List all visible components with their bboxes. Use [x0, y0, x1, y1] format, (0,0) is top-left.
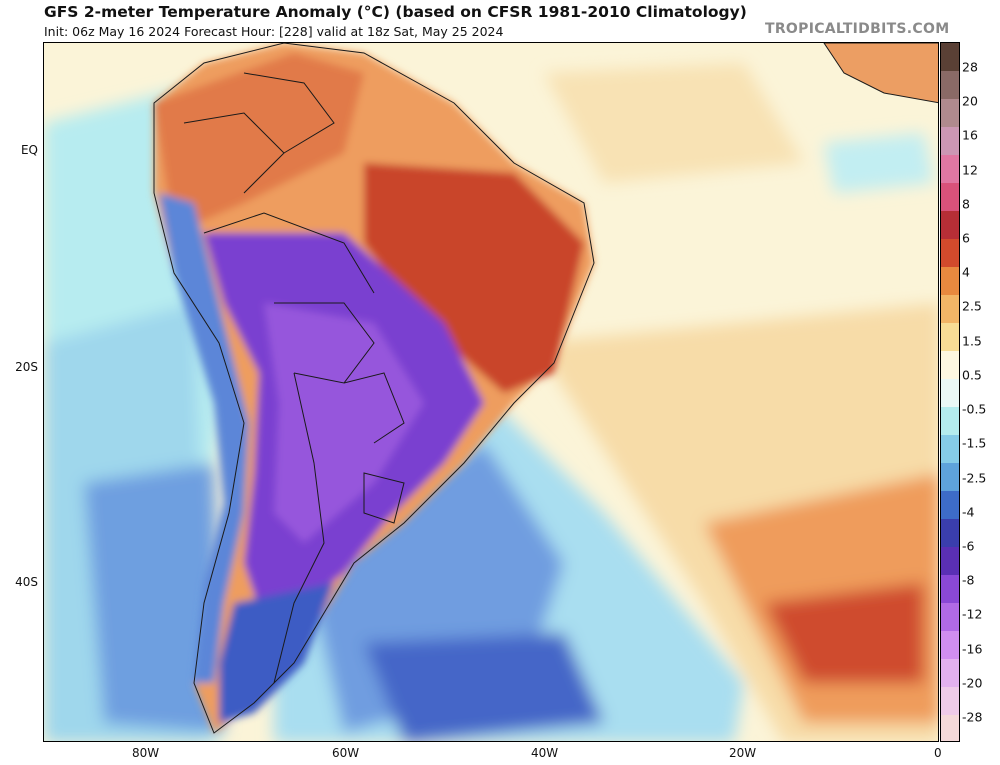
colorbar-tick-label: -1.5	[962, 435, 987, 451]
colorbar-swatch	[941, 155, 959, 183]
lon-label-20w: 20W	[729, 746, 757, 760]
colorbar-tick-label: 20	[962, 93, 978, 109]
lat-label-40s: 40S	[15, 575, 38, 589]
colorbar-swatch	[941, 631, 959, 659]
colorbar-swatch	[941, 547, 959, 575]
colorbar-swatch	[941, 239, 959, 267]
north-atlantic-warm	[544, 63, 804, 183]
colorbar-swatch	[941, 659, 959, 687]
colorbar-swatch	[941, 267, 959, 295]
colorbar-swatch	[941, 603, 959, 631]
colorbar-tick-label: 28	[962, 59, 978, 75]
border-peru-brazil	[203, 212, 375, 294]
border-paraguay	[343, 372, 405, 444]
country-borders	[153, 43, 595, 734]
colorbar-swatch	[941, 407, 959, 435]
pacific-cold-strong	[84, 463, 224, 733]
colorbar-swatch	[941, 211, 959, 239]
colorbar-tick-label: -28	[962, 709, 983, 725]
colorbar-tick-label: -20	[962, 675, 983, 691]
atlantic-warm-strong	[764, 583, 924, 683]
colorbar-swatch	[941, 295, 959, 323]
border-uruguay	[363, 472, 405, 524]
map-subtitle: Init: 06z May 16 2024 Forecast Hour: [22…	[44, 24, 504, 39]
patagonia-cold	[219, 583, 334, 723]
colorbar-swatch	[941, 519, 959, 547]
colorbar-tick-label: 4	[962, 264, 970, 280]
map-title: GFS 2-meter Temperature Anomaly (°C) (ba…	[44, 3, 747, 21]
anomaly-map[interactable]	[43, 42, 939, 742]
brazil-warm-anomaly	[364, 163, 584, 393]
colorbar-tick-label: -4	[962, 504, 975, 520]
anomaly-map-svg	[44, 43, 938, 741]
colorbar-legend	[940, 42, 960, 742]
lon-label-80w: 80W	[132, 746, 160, 760]
colorbar-swatch	[941, 71, 959, 99]
colorbar-tick-label: 12	[962, 162, 978, 178]
colorbar-swatch	[941, 43, 959, 71]
lat-label-20s: 20S	[15, 360, 38, 374]
north-atlantic-cold-patch	[824, 133, 934, 193]
colorbar-tick-label: -2.5	[962, 470, 987, 486]
colorbar-tick-label: -16	[962, 641, 983, 657]
colorbar-swatch	[941, 435, 959, 463]
colorbar-swatch	[941, 575, 959, 603]
colorbar-swatch	[941, 379, 959, 407]
cold-outbreak-core	[264, 303, 424, 543]
colorbar-swatch	[941, 127, 959, 155]
border-bolivia	[274, 302, 375, 384]
colorbar-tick-label: -0.5	[962, 401, 987, 417]
border-argentina	[273, 372, 325, 684]
colorbar-tick-label: 16	[962, 127, 978, 143]
colorbar-swatch	[941, 99, 959, 127]
colorbar-swatch	[941, 687, 959, 715]
border-venezuela	[243, 72, 335, 154]
lon-label-40w: 40W	[531, 746, 559, 760]
colorbar-tick-label: 8	[962, 196, 970, 212]
colorbar-tick-label: -6	[962, 538, 975, 554]
colorbar-swatch	[941, 323, 959, 351]
colorbar-swatch	[941, 351, 959, 379]
colorbar-tick-label: -12	[962, 606, 983, 622]
colorbar-tick-label: 0.5	[962, 367, 982, 383]
colorbar-swatch	[941, 463, 959, 491]
atlantic-cold-core	[364, 633, 604, 741]
africa-land	[823, 43, 938, 104]
andes-cold-strip	[159, 193, 249, 683]
coastline	[153, 43, 595, 734]
amazon-mixed-anomaly	[154, 53, 364, 233]
lon-label-0: 0	[934, 746, 942, 760]
colorbar-tick-label: 1.5	[962, 333, 982, 349]
border-colombia	[183, 112, 285, 194]
lat-label-eq: EQ	[20, 143, 38, 157]
source-watermark[interactable]: TROPICALTIDBITS.COM	[765, 21, 950, 37]
colorbar-swatch	[941, 183, 959, 211]
colorbar-swatch	[941, 715, 959, 741]
colorbar-tick-label: 2.5	[962, 298, 982, 314]
colorbar-swatch	[941, 491, 959, 519]
colorbar-tick-label: -8	[962, 572, 975, 588]
lon-label-60w: 60W	[332, 746, 360, 760]
colorbar-tick-label: 6	[962, 230, 970, 246]
